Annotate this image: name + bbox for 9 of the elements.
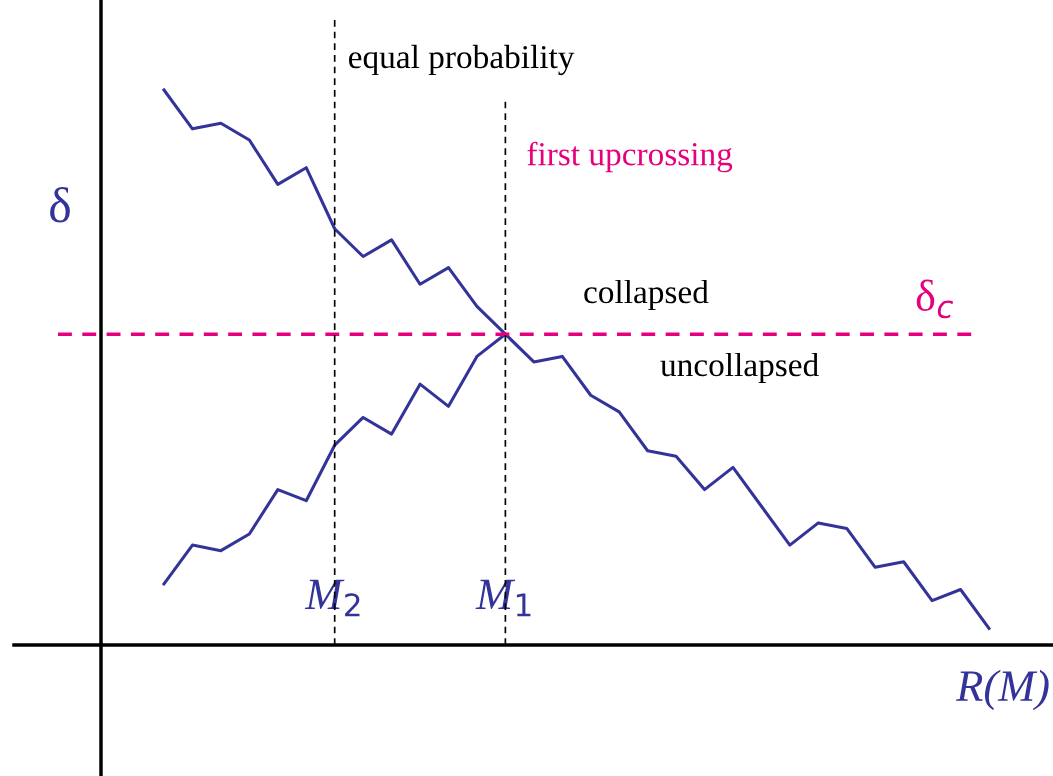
x-tick-label: M$_{1}$ xyxy=(475,579,531,617)
ref-line-label: first upcrossing xyxy=(527,141,733,173)
ref-line-label: equal probability xyxy=(348,44,575,76)
annotation: uncollapsed xyxy=(660,352,819,384)
annotation: collapsed xyxy=(584,279,709,311)
ref-line-label: δ$_{c}$ xyxy=(916,279,954,319)
x-tick-label: M$_{2}$ xyxy=(304,579,360,617)
x-axis-title: R(M) xyxy=(956,669,1049,711)
y-axis-title: δ xyxy=(50,187,70,223)
